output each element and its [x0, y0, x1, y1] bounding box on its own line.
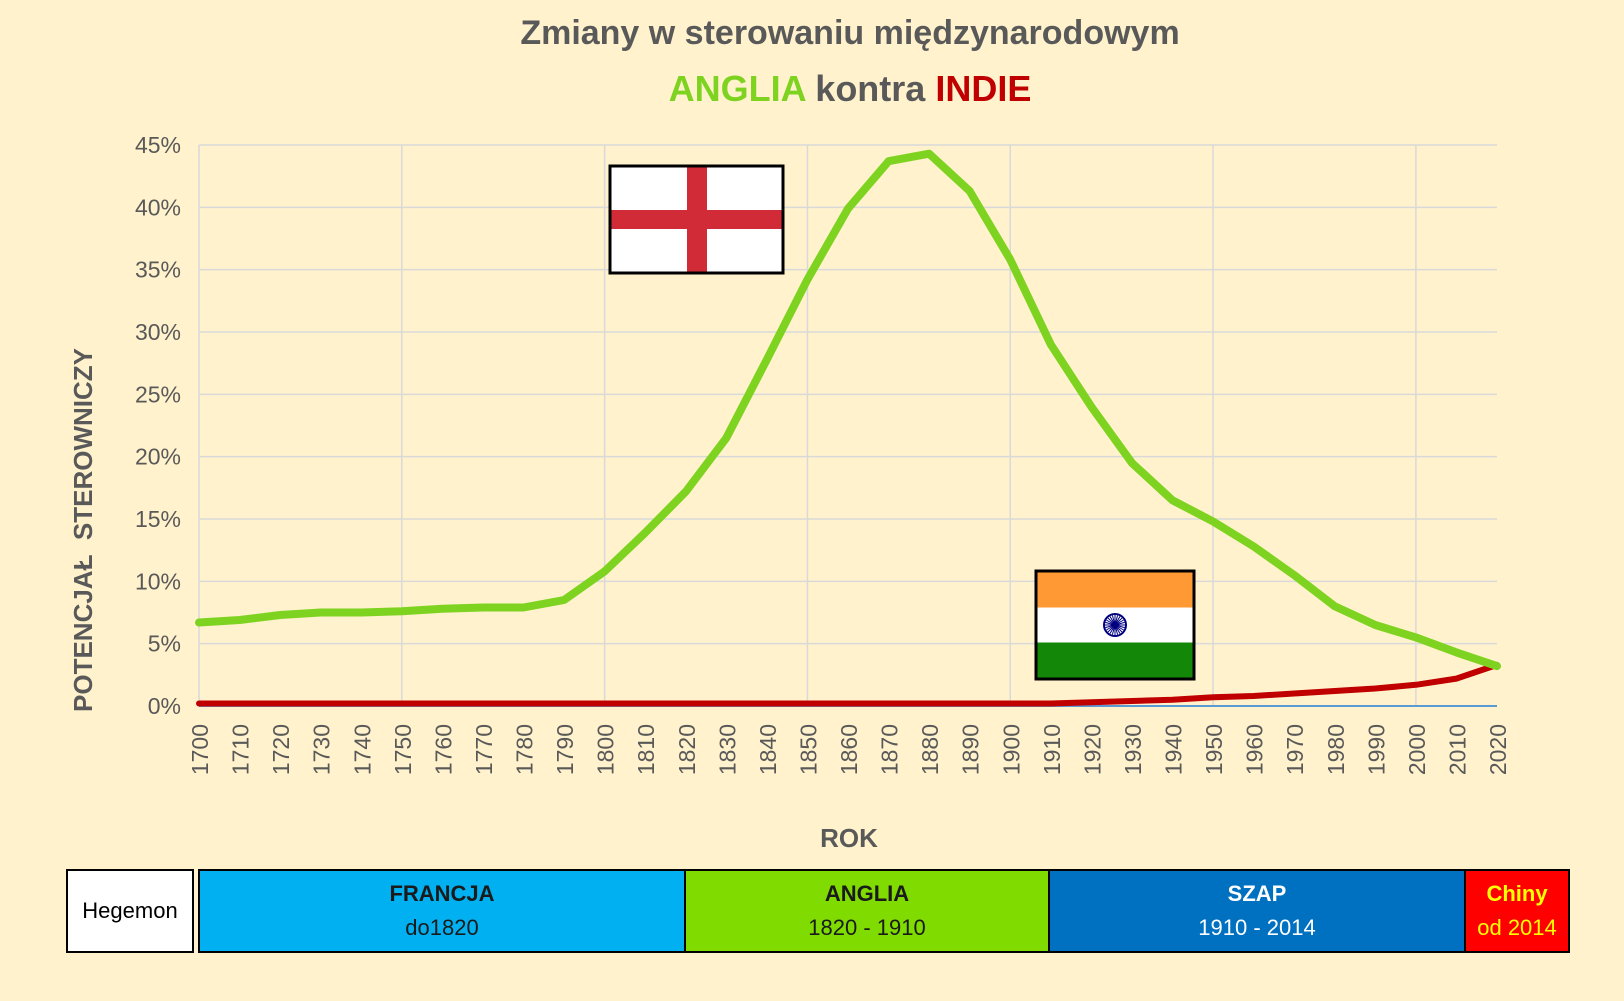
- hegemon-period-francja: FRANCJA do1820: [198, 869, 686, 953]
- x-tick-label: 1850: [795, 724, 821, 775]
- y-axis-title: POTENCJAŁ STEROWNICZY: [68, 348, 98, 712]
- chakra-spoke: [1114, 621, 1125, 626]
- x-tick-label: 1800: [593, 724, 619, 775]
- y-tick-label: 5%: [148, 631, 181, 657]
- chart-subtitle: ANGLIA kontra INDIE: [0, 68, 1624, 110]
- x-tick-label: 1820: [674, 724, 700, 775]
- x-tick-label: 1790: [552, 724, 578, 775]
- y-tick-label: 30%: [135, 319, 181, 345]
- chart-title: Zmiany w sterowaniu międzynarodowym: [520, 14, 1180, 52]
- period-name: SZAP: [1227, 881, 1287, 906]
- x-axis-title: ROK: [820, 823, 878, 853]
- y-tick-label: 20%: [135, 444, 181, 470]
- x-tick-label: 1940: [1161, 724, 1187, 775]
- x-tick-label: 1950: [1201, 724, 1227, 775]
- period-range: od 2014: [1477, 915, 1557, 940]
- hegemon-label: Hegemon: [66, 869, 194, 953]
- hegemon-period-szap: SZAP 1910 - 2014: [1050, 869, 1466, 953]
- x-tick-label: 1880: [917, 724, 943, 775]
- subtitle-anglia: ANGLIA: [668, 68, 806, 109]
- y-tick-label: 35%: [135, 257, 181, 283]
- x-tick-label: 2010: [1444, 724, 1470, 775]
- hegemon-period-chiny: Chiny od 2014: [1466, 869, 1570, 953]
- y-tick-label: 40%: [135, 194, 181, 220]
- x-tick-label: 1780: [512, 724, 538, 775]
- x-tick-label: 1710: [228, 724, 254, 775]
- x-tick-label: 1810: [633, 724, 659, 775]
- x-tick-label: 1900: [998, 724, 1024, 775]
- y-tick-label: 0%: [148, 693, 181, 719]
- period-name: Chiny: [1486, 881, 1548, 906]
- flag-india-icon: [1034, 569, 1196, 681]
- x-tick-label: 1740: [349, 724, 375, 775]
- subtitle-kontra: kontra: [805, 68, 936, 109]
- x-tick-label: 2020: [1485, 724, 1511, 775]
- x-tick-label: 1760: [430, 724, 456, 775]
- series-line-indie: [196, 661, 1500, 707]
- x-tick-label: 1770: [471, 724, 497, 775]
- x-tick-label: 1860: [836, 724, 862, 775]
- x-tick-label: 1720: [268, 724, 294, 775]
- hegemon-period-anglia: ANGLIA 1820 - 1910: [686, 869, 1050, 953]
- period-range: 1910 - 2014: [1198, 915, 1316, 940]
- x-tick-label: 1830: [714, 724, 740, 775]
- series-layer: [195, 149, 1501, 707]
- x-tick-label: 2000: [1404, 724, 1430, 775]
- x-tick-label: 1730: [309, 724, 335, 775]
- x-tick-label: 1920: [1079, 724, 1105, 775]
- x-tick-label: 1960: [1242, 724, 1268, 775]
- x-tick-labels: 1700 1710 1720 1730 1740 1750 1760 1770 1780 1790…: [187, 724, 1511, 775]
- x-tick-label: 1870: [877, 724, 903, 775]
- series-line-anglia: [195, 149, 1501, 671]
- x-tick-label: 1970: [1282, 724, 1308, 775]
- y-tick-label: 25%: [135, 381, 181, 407]
- period-range: do1820: [405, 915, 479, 940]
- y-tick-label: 10%: [135, 568, 181, 594]
- hegemon-table: Hegemon FRANCJA do1820 ANGLIA 1820 - 191…: [66, 869, 1570, 953]
- x-tick-label: 1840: [755, 724, 781, 775]
- period-name: FRANCJA: [389, 881, 495, 906]
- line-chart: 0% 5% 10% 15% 20% 25% 30% 35% 40% 45% 1700 1710 172…: [68, 132, 1511, 853]
- x-tick-label: 1910: [1039, 724, 1065, 775]
- x-tick-label: 1700: [187, 724, 213, 775]
- x-tick-label: 1980: [1323, 724, 1349, 775]
- x-tick-label: 1990: [1363, 724, 1389, 775]
- y-tick-labels: 0% 5% 10% 15% 20% 25% 30% 35% 40% 45%: [135, 132, 181, 719]
- flag-england-icon: [608, 164, 785, 275]
- x-tick-label: 1890: [958, 724, 984, 775]
- hegemon-label-text: Hegemon: [82, 898, 178, 923]
- x-tick-label: 1750: [390, 724, 416, 775]
- subtitle-indie: INDIE: [935, 68, 1032, 109]
- gridlines: [198, 144, 1497, 706]
- period-name: ANGLIA: [824, 881, 910, 906]
- period-range: 1820 - 1910: [808, 915, 926, 940]
- y-tick-label: 45%: [135, 132, 181, 158]
- y-tick-label: 15%: [135, 506, 181, 532]
- x-tick-label: 1930: [1120, 724, 1146, 775]
